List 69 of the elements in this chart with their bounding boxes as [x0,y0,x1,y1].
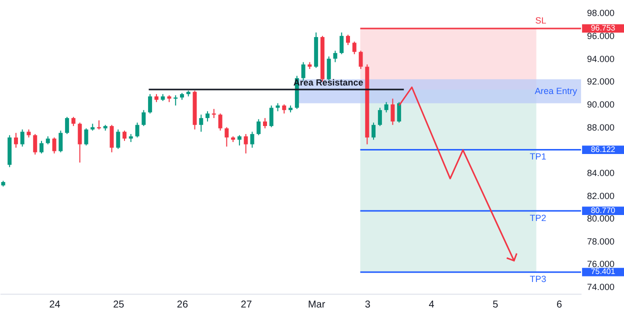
candlestick [40,140,44,154]
text: 96.753 [590,23,616,32]
x-tick-label: 3 [364,299,371,310]
candlestick [244,134,248,154]
candlestick [326,56,331,81]
candlestick [33,134,38,156]
y-tick-label: 98.000 [587,8,615,18]
candlestick [352,41,356,55]
x-tick-label: 4 [428,299,435,310]
x-tick-label: 5 [492,299,499,310]
y-tick-label: 84.000 [587,168,615,178]
candlestick [340,32,344,55]
candlestick [65,116,70,135]
text: 75.401 [590,267,616,276]
candlestick [256,118,261,136]
candlestick [96,120,101,130]
candlestick [372,122,376,140]
text: 86.122 [590,144,616,154]
candlestick [333,50,338,63]
candlestick [262,118,267,129]
y-tick-label: 78.000 [587,236,615,246]
x-tick-label: 24 [49,299,61,310]
ref-line-label: TP1 [530,152,546,162]
y-tick-label: 88.000 [587,122,615,132]
candlestick [301,62,306,81]
candlestick [378,107,382,127]
candlestick [397,102,402,124]
candlestick [78,122,82,164]
y-tick-label: 82.000 [587,190,615,201]
x-tick-label: 27 [240,299,252,310]
y-tick-label: 80.000 [587,214,615,224]
candlestick [14,132,18,148]
ref-line-label: SL [535,15,546,26]
candlestick [58,130,63,153]
text: 80.770 [590,206,616,215]
candlestick [390,98,395,126]
y-tick-label: 74.000 [587,282,615,292]
candlestick [122,130,127,142]
candlestick [71,116,76,127]
candlestick [346,34,350,46]
candlestick [384,102,388,113]
x-tick-label: 6 [556,299,562,310]
ref-line-label: TP3 [530,274,546,284]
candlestick [269,105,274,128]
ref-line-label: TP2 [530,212,546,223]
candlestick [20,128,24,148]
candlestick [142,110,146,127]
band-label: Area Entry [534,86,578,96]
y-tick-label: 92.000 [587,76,615,87]
x-tick-label: 25 [113,299,125,310]
candlestick [110,124,114,153]
candlestick [148,94,152,114]
x-tick-label: 26 [176,299,188,310]
candlestick [224,126,229,148]
y-tick-label: 94.000 [587,54,615,64]
candlestick [135,122,140,138]
y-tick-label: 76.000 [587,259,615,270]
y-tick-label: 90.000 [587,100,615,110]
candlestick [116,128,120,150]
candlestick [199,114,204,132]
candlestick [358,50,363,70]
candlestick [250,131,254,148]
x-tick-label: Mar [308,299,326,310]
y-tick-label: 96.000 [587,31,615,42]
candlestick [218,112,222,132]
candlestick [52,136,56,154]
candlestick [84,128,88,146]
candlestick [282,104,286,114]
candlestick [206,110,210,122]
